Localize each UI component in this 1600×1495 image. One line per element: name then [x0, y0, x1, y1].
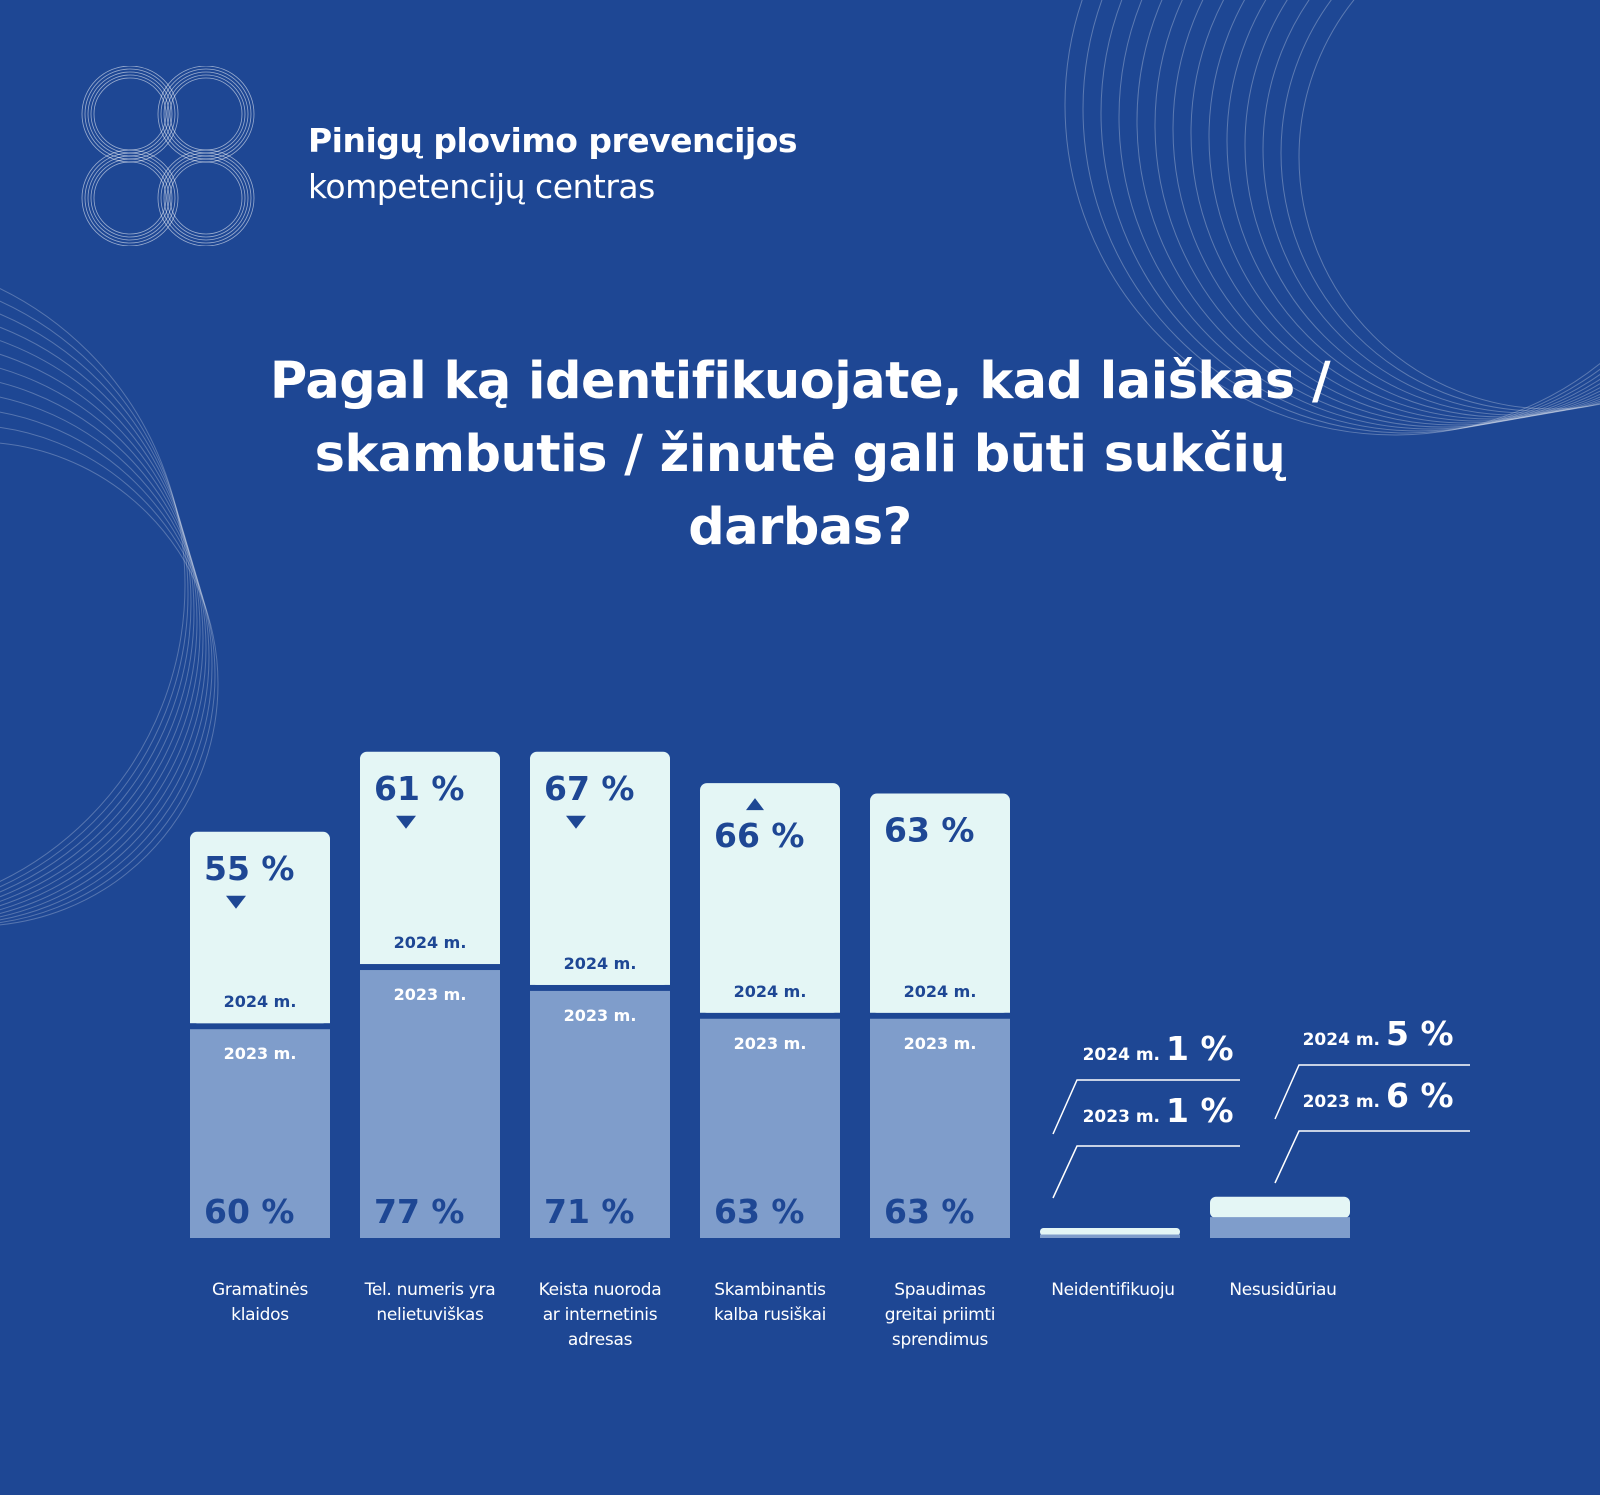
- leader-line-2024: [1274, 1064, 1470, 1120]
- value-label-2024: 1 %: [1166, 1029, 1234, 1068]
- trend-up-icon: [746, 798, 764, 811]
- bar-2024-base: [190, 1011, 330, 1024]
- bar-2024: [700, 783, 840, 1013]
- logo-icon: [81, 65, 255, 247]
- brand-line-2: kompetencijų centras: [308, 167, 655, 206]
- brand-name: Pinigų plovimo prevencijos kompetencijų …: [308, 118, 798, 210]
- bar-2024: [360, 751, 500, 965]
- decorative-rings-top-right: [1064, 0, 1600, 436]
- bar-2024-base: [700, 1000, 840, 1013]
- bar-2023: [700, 1018, 840, 1238]
- bar-2023: [530, 990, 670, 1238]
- series-label-2023: 2023 m.: [1303, 1092, 1380, 1112]
- leader-line-2024: [1052, 1079, 1240, 1135]
- bar-2024: [1210, 1196, 1350, 1219]
- value-label-2023: 63 %: [884, 1192, 974, 1231]
- value-label-2024: 5 %: [1386, 1014, 1454, 1053]
- category-label: Neidentifikuoju: [1051, 1280, 1175, 1300]
- category-label: Spaudimas greitai priimti sprendimus: [885, 1280, 995, 1350]
- value-label-2024: 61 %: [374, 769, 464, 808]
- bar-2024-base: [360, 952, 500, 965]
- value-label-2024: 67 %: [544, 769, 634, 808]
- chart-title: Pagal ką identifikuojate, kad laiškas / …: [269, 352, 1331, 557]
- bar-2024-base: [530, 972, 670, 985]
- value-label-2023: 77 %: [374, 1192, 464, 1231]
- value-label-2023: 60 %: [204, 1192, 294, 1231]
- trend-down-icon: [396, 815, 416, 829]
- bar-2024-base: [870, 1000, 1010, 1013]
- brand-line-1: Pinigų plovimo prevencijos: [308, 121, 798, 160]
- series-label-2024: 2024 m.: [224, 992, 297, 1011]
- trend-down-icon: [226, 895, 246, 909]
- bar-2023: [1040, 1234, 1180, 1238]
- category-label: Skambinantis kalba rusiškai: [714, 1280, 826, 1325]
- bar-2024: [870, 793, 1010, 1013]
- bar-2024: [190, 831, 330, 1024]
- category-label: Tel. numeris yra nelietuviškas: [364, 1280, 496, 1325]
- series-label-2024: 2024 m.: [904, 982, 977, 1001]
- value-label-2023: 63 %: [714, 1192, 804, 1231]
- value-label-2023: 6 %: [1386, 1076, 1454, 1115]
- bar-2023: [190, 1029, 330, 1238]
- series-label-2023: 2023 m.: [1083, 1107, 1160, 1127]
- bar-2023: [870, 1018, 1010, 1238]
- bar-2024: [530, 751, 670, 985]
- series-label-2024: 2024 m.: [734, 982, 807, 1001]
- category-label: Gramatinės klaidos: [212, 1280, 308, 1325]
- series-label-2023: 2023 m.: [564, 1006, 637, 1025]
- series-label-2024: 2024 m.: [394, 933, 467, 952]
- value-label-2023: 71 %: [544, 1192, 634, 1231]
- category-label: Nesusidūriau: [1229, 1280, 1336, 1300]
- logo: [78, 65, 258, 247]
- value-label-2024: 63 %: [884, 811, 974, 850]
- series-label-2023: 2023 m.: [734, 1034, 807, 1053]
- series-label-2024: 2024 m.: [1083, 1045, 1160, 1065]
- decorative-rings-left: [0, 288, 219, 926]
- series-label-2024: 2024 m.: [564, 954, 637, 973]
- series-label-2024: 2024 m.: [1303, 1030, 1380, 1050]
- series-label-2023: 2023 m.: [904, 1034, 977, 1053]
- bar-2024: [1040, 1228, 1180, 1236]
- value-label-2024: 55 %: [204, 849, 294, 888]
- series-label-2023: 2023 m.: [224, 1044, 297, 1063]
- category-label: Keista nuoroda ar internetinis adresas: [539, 1280, 662, 1350]
- trend-down-icon: [566, 815, 586, 829]
- value-label-2023: 1 %: [1166, 1091, 1234, 1130]
- series-label-2023: 2023 m.: [394, 985, 467, 1004]
- bar-2023: [1210, 1217, 1350, 1238]
- value-label-2024: 66 %: [714, 816, 804, 855]
- leader-line-2023: [1274, 1130, 1470, 1184]
- leader-line-2023: [1052, 1145, 1240, 1199]
- bar-2023: [360, 970, 500, 1238]
